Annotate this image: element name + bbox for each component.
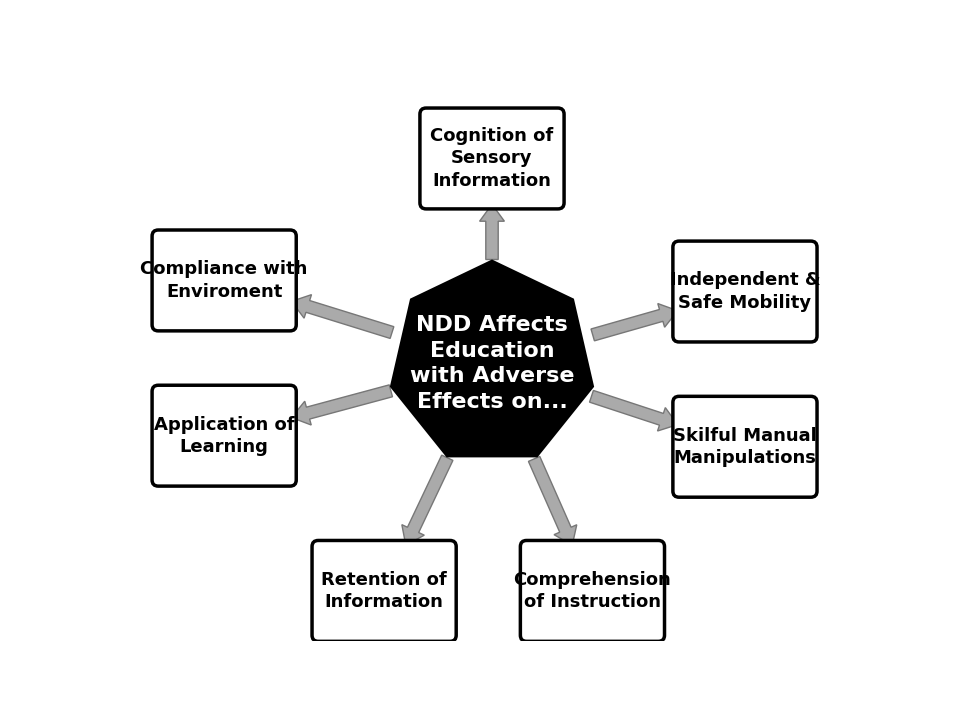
Polygon shape bbox=[528, 456, 577, 545]
Text: NDD Affects
Education
with Adverse
Effects on...: NDD Affects Education with Adverse Effec… bbox=[410, 315, 574, 412]
FancyBboxPatch shape bbox=[152, 230, 297, 331]
Polygon shape bbox=[292, 294, 394, 338]
FancyBboxPatch shape bbox=[673, 241, 817, 342]
Text: Application of
Learning: Application of Learning bbox=[154, 415, 295, 456]
Polygon shape bbox=[480, 204, 504, 259]
Text: Compliance with
Enviroment: Compliance with Enviroment bbox=[140, 261, 308, 300]
Text: Comprehension
of Instruction: Comprehension of Instruction bbox=[514, 571, 671, 611]
FancyBboxPatch shape bbox=[520, 541, 664, 642]
Text: Skilful Manual
Manipulations: Skilful Manual Manipulations bbox=[673, 427, 817, 467]
FancyBboxPatch shape bbox=[420, 108, 564, 209]
FancyBboxPatch shape bbox=[152, 385, 297, 486]
Polygon shape bbox=[392, 261, 592, 456]
Polygon shape bbox=[591, 304, 678, 341]
Polygon shape bbox=[292, 385, 393, 425]
Text: Cognition of
Sensory
Information: Cognition of Sensory Information bbox=[430, 127, 554, 189]
FancyBboxPatch shape bbox=[673, 396, 817, 498]
Text: Retention of
Information: Retention of Information bbox=[322, 571, 447, 611]
Polygon shape bbox=[589, 390, 678, 431]
FancyBboxPatch shape bbox=[312, 541, 456, 642]
Text: Independent &
Safe Mobility: Independent & Safe Mobility bbox=[670, 271, 820, 312]
Polygon shape bbox=[402, 455, 453, 545]
